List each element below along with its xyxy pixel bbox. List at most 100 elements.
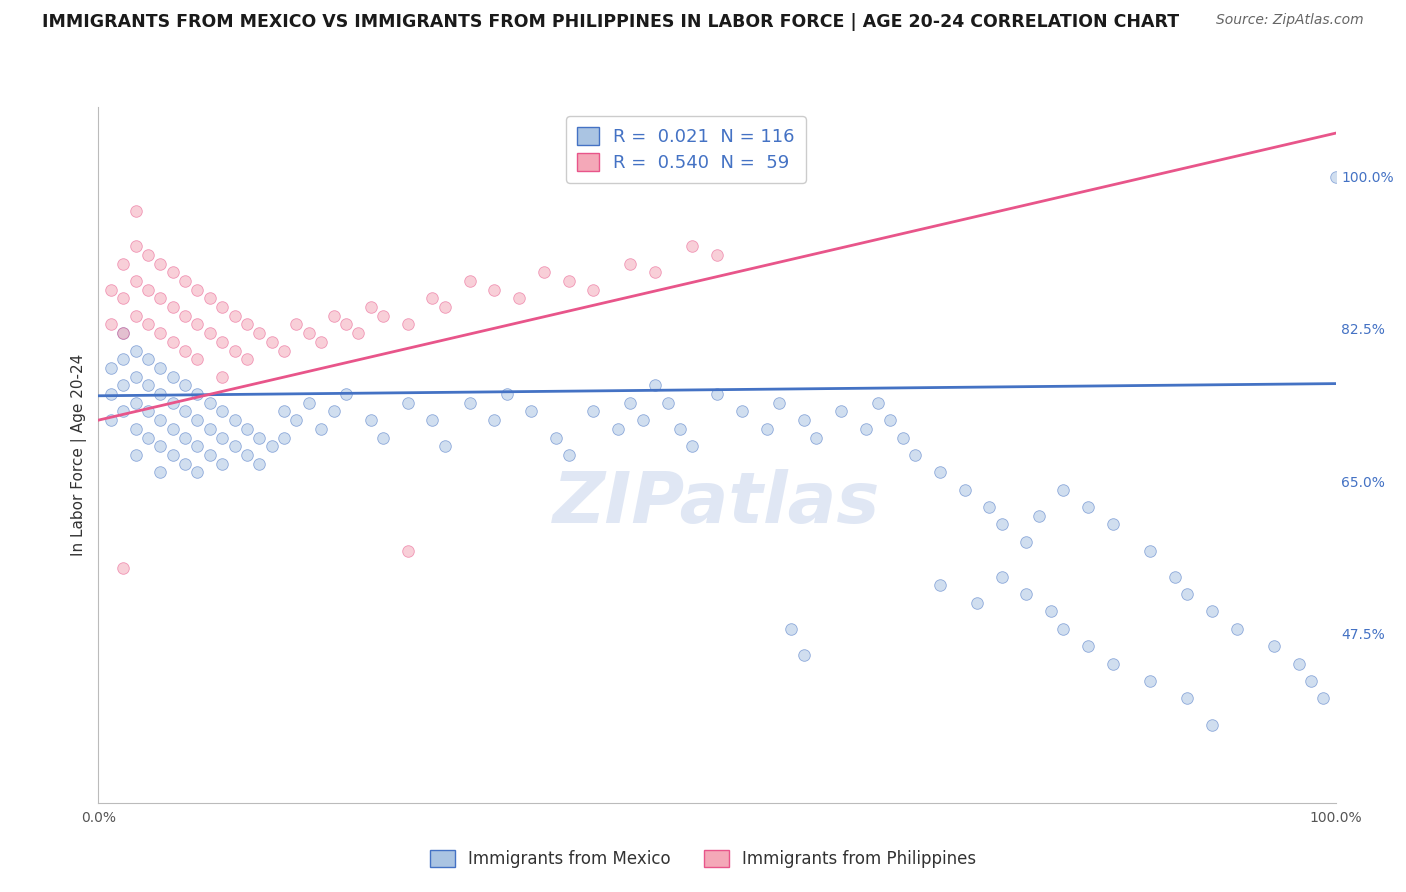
Point	[112, 352, 135, 367]
Point	[1324, 169, 1347, 184]
Point	[149, 257, 172, 271]
Point	[112, 291, 135, 305]
Point	[422, 291, 444, 305]
Point	[706, 387, 728, 401]
Point	[1040, 605, 1063, 619]
Point	[755, 422, 778, 436]
Point	[136, 248, 159, 262]
Point	[644, 378, 666, 392]
Point	[124, 422, 146, 436]
Point	[804, 431, 827, 445]
Point	[174, 343, 197, 358]
Point	[186, 352, 208, 367]
Point	[855, 422, 877, 436]
Point	[866, 396, 889, 410]
Point	[149, 466, 172, 480]
Point	[149, 413, 172, 427]
Point	[162, 396, 184, 410]
Point	[124, 396, 146, 410]
Point	[1052, 483, 1074, 497]
Point	[309, 422, 332, 436]
Point	[149, 439, 172, 453]
Point	[768, 396, 790, 410]
Legend: R =  0.021  N = 116, R =  0.540  N =  59: R = 0.021 N = 116, R = 0.540 N = 59	[567, 116, 806, 183]
Point	[186, 318, 208, 332]
Point	[186, 387, 208, 401]
Point	[100, 413, 122, 427]
Text: IMMIGRANTS FROM MEXICO VS IMMIGRANTS FROM PHILIPPINES IN LABOR FORCE | AGE 20-24: IMMIGRANTS FROM MEXICO VS IMMIGRANTS FRO…	[42, 13, 1180, 31]
Point	[309, 334, 332, 349]
Point	[484, 413, 506, 427]
Point	[484, 283, 506, 297]
Point	[112, 326, 135, 341]
Point	[211, 404, 233, 418]
Point	[136, 404, 159, 418]
Point	[990, 570, 1012, 584]
Point	[1139, 543, 1161, 558]
Point	[631, 413, 654, 427]
Point	[112, 257, 135, 271]
Point	[211, 431, 233, 445]
Point	[1015, 587, 1038, 601]
Point	[582, 404, 605, 418]
Point	[347, 326, 370, 341]
Point	[1312, 691, 1334, 706]
Point	[273, 431, 295, 445]
Point	[186, 439, 208, 453]
Point	[100, 283, 122, 297]
Point	[1077, 639, 1099, 653]
Point	[247, 431, 270, 445]
Point	[285, 413, 308, 427]
Point	[174, 431, 197, 445]
Point	[396, 396, 419, 410]
Point	[100, 387, 122, 401]
Point	[136, 378, 159, 392]
Point	[990, 517, 1012, 532]
Point	[533, 265, 555, 279]
Point	[211, 300, 233, 314]
Point	[136, 352, 159, 367]
Point	[260, 439, 283, 453]
Point	[236, 318, 259, 332]
Point	[458, 274, 481, 288]
Point	[396, 318, 419, 332]
Point	[793, 648, 815, 662]
Point	[124, 369, 146, 384]
Point	[247, 326, 270, 341]
Point	[495, 387, 517, 401]
Point	[433, 439, 456, 453]
Point	[1226, 622, 1249, 636]
Point	[557, 448, 579, 462]
Point	[186, 283, 208, 297]
Point	[360, 300, 382, 314]
Point	[1077, 500, 1099, 514]
Point	[260, 334, 283, 349]
Point	[124, 274, 146, 288]
Point	[136, 431, 159, 445]
Point	[1102, 657, 1125, 671]
Point	[112, 404, 135, 418]
Point	[607, 422, 630, 436]
Point	[198, 291, 221, 305]
Text: ZIPatlas: ZIPatlas	[554, 469, 880, 538]
Point	[174, 404, 197, 418]
Point	[1139, 674, 1161, 689]
Point	[619, 396, 641, 410]
Point	[644, 265, 666, 279]
Point	[322, 404, 344, 418]
Point	[1175, 691, 1198, 706]
Legend: Immigrants from Mexico, Immigrants from Philippines: Immigrants from Mexico, Immigrants from …	[423, 843, 983, 875]
Point	[508, 291, 530, 305]
Point	[830, 404, 852, 418]
Point	[557, 274, 579, 288]
Point	[149, 291, 172, 305]
Point	[1175, 587, 1198, 601]
Point	[174, 274, 197, 288]
Point	[162, 334, 184, 349]
Point	[211, 457, 233, 471]
Point	[224, 343, 246, 358]
Point	[224, 309, 246, 323]
Text: Source: ZipAtlas.com: Source: ZipAtlas.com	[1216, 13, 1364, 28]
Point	[273, 343, 295, 358]
Point	[928, 578, 950, 592]
